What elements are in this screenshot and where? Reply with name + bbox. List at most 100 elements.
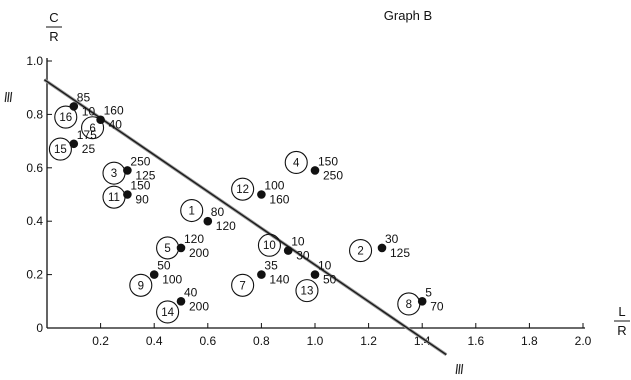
circled-number: 9 xyxy=(129,273,153,297)
number-circle xyxy=(156,236,180,260)
point-label-upper: 10 xyxy=(291,235,305,249)
point-label-upper: 35 xyxy=(264,259,278,273)
circled-number: 1 xyxy=(180,198,204,223)
circled-number-text: 16 xyxy=(59,112,72,124)
point-label-upper: 85 xyxy=(77,90,91,104)
point-label-lower: 200 xyxy=(189,246,209,260)
number-circle xyxy=(397,292,421,316)
data-point xyxy=(257,190,266,199)
x-tick-label: 0.6 xyxy=(199,334,216,348)
data-point xyxy=(283,246,293,255)
circled-number-text: 7 xyxy=(239,280,245,292)
number-circle xyxy=(102,161,126,185)
point-label-lower: 40 xyxy=(109,118,123,132)
number-circle xyxy=(231,177,255,201)
trend-end-stroke xyxy=(7,91,10,103)
data-point xyxy=(203,216,213,226)
circled-number: 13 xyxy=(295,279,319,303)
point-label-lower: 125 xyxy=(135,168,155,182)
trend-line-main xyxy=(43,79,447,356)
trend-line xyxy=(43,78,448,357)
point-label-lower: 50 xyxy=(323,273,337,287)
x-tick-label: 1.4 xyxy=(414,334,431,348)
point-label-lower: 10 xyxy=(82,104,96,118)
circled-number: 12 xyxy=(231,177,255,201)
data-point xyxy=(310,166,320,175)
circled-number-text: 8 xyxy=(406,299,412,311)
y-axis-label: C R xyxy=(46,10,62,44)
point-label-lower: 200 xyxy=(189,299,209,313)
data-point xyxy=(377,243,387,253)
circled-number: 7 xyxy=(231,273,255,297)
x-tick-label: 1.6 xyxy=(467,334,484,348)
point-label-lower: 250 xyxy=(323,168,343,182)
circled-number: 8 xyxy=(397,292,421,316)
point-label-lower: 125 xyxy=(390,246,410,260)
point-label-lower: 70 xyxy=(430,299,444,313)
point-label-upper: 100 xyxy=(264,179,284,193)
chart-title: Graph B xyxy=(384,8,432,23)
data-point xyxy=(69,139,79,149)
trend-line-start-mark xyxy=(4,91,13,103)
circled-number-text: 11 xyxy=(108,192,120,204)
circled-number-text: 12 xyxy=(236,184,249,196)
y-ticks: 0 0.2 0.4 0.6 0.8 1.0 xyxy=(26,54,52,335)
number-circle xyxy=(231,273,255,297)
trend-end-stroke xyxy=(455,363,458,375)
y-tick-label: 0.4 xyxy=(26,214,43,228)
circled-number-text: 9 xyxy=(138,280,144,292)
circled-number-text: 10 xyxy=(263,240,276,252)
y-tick-label: 0.2 xyxy=(26,268,43,282)
data-point xyxy=(149,270,159,279)
point-label-upper: 40 xyxy=(184,285,198,299)
point-label-lower: 120 xyxy=(216,219,236,233)
circled-number: 3 xyxy=(102,161,126,185)
number-circle xyxy=(102,185,126,209)
data-point xyxy=(176,297,186,306)
data-point xyxy=(310,270,320,279)
y-label-denominator: R xyxy=(49,29,58,44)
circled-number-text: 15 xyxy=(54,144,67,156)
number-circle xyxy=(284,150,308,175)
trend-end-stroke xyxy=(4,91,7,103)
circled-number: 2 xyxy=(349,239,373,263)
number-circle xyxy=(295,279,319,303)
number-circle xyxy=(129,273,153,297)
circled-number: 6 xyxy=(81,116,105,140)
y-tick-label: 0.6 xyxy=(26,161,43,175)
trend-line-end-mark xyxy=(455,363,464,375)
y-tick-label: 0.8 xyxy=(26,107,43,121)
circled-number: 10 xyxy=(257,233,281,257)
circled-number: 5 xyxy=(156,236,180,260)
x-tick-label: 0.8 xyxy=(253,334,270,348)
point-label-upper: 80 xyxy=(211,205,225,219)
point-label-upper: 150 xyxy=(318,154,338,168)
trend-end-stroke xyxy=(458,363,461,375)
y-label-numerator: C xyxy=(49,10,58,25)
x-label-denominator: R xyxy=(617,323,626,338)
point-label-upper: 250 xyxy=(130,154,150,168)
circled-number-text: 4 xyxy=(293,157,300,169)
circled-number: 11 xyxy=(102,185,126,209)
x-label-numerator: L xyxy=(618,304,625,319)
point-label-upper: 30 xyxy=(385,232,399,246)
data-point xyxy=(69,102,79,111)
x-tick-label: 0.2 xyxy=(92,334,109,348)
point-label-lower: 160 xyxy=(269,193,289,207)
circled-number-text: 6 xyxy=(89,123,95,135)
point-label-upper: 150 xyxy=(130,179,150,193)
number-circle xyxy=(349,239,373,263)
circled-number-text: 13 xyxy=(301,286,314,298)
number-circle xyxy=(257,233,281,257)
circled-number: 15 xyxy=(48,137,72,161)
circled-number: 14 xyxy=(156,300,180,324)
x-tick-label: 1.8 xyxy=(521,334,538,348)
point-label-upper: 120 xyxy=(184,232,204,246)
point-label-lower: 90 xyxy=(135,193,149,207)
point-label-upper: 50 xyxy=(157,259,171,273)
circled-number-text: 5 xyxy=(164,243,170,255)
trend-end-stroke xyxy=(9,91,13,103)
